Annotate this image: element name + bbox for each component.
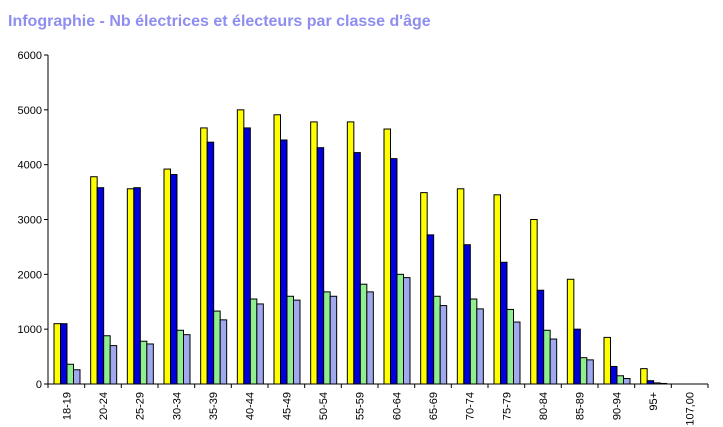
bar [139,340,148,385]
bar [66,363,74,385]
bar [433,295,441,385]
bar [500,261,508,385]
bar [90,176,98,385]
bar [659,382,668,385]
bar [383,128,391,385]
x-tick-label: 45-49 [281,392,293,420]
y-tick-label: 6000 [18,50,42,62]
y-tick-label: 4000 [18,160,42,172]
bar [579,357,588,385]
bar [249,298,258,385]
bar [206,141,215,385]
bar [513,321,521,385]
bar [293,299,301,385]
x-tick-label: 80-84 [538,392,550,420]
bar [133,187,141,385]
bar [109,345,118,385]
bar [126,188,135,385]
bar [573,328,581,385]
chart-title: Infographie - Nb électrices et électeurs… [8,13,431,30]
bar [426,234,435,385]
bar [469,298,478,385]
bar [543,329,551,385]
x-tick-label: 18-19 [61,392,73,420]
bar [366,291,374,385]
bar [96,187,105,385]
bar [219,319,228,385]
bar [176,329,184,385]
bar [463,244,471,385]
x-tick-label: 40-44 [245,392,257,420]
y-tick-label: 1000 [18,324,42,336]
bar [273,114,281,385]
bar [610,365,618,385]
y-tick-label: 0 [36,379,42,391]
bar [236,109,245,385]
bar [146,343,154,385]
y-tick-label: 2000 [18,269,42,281]
bar [646,380,655,385]
bar [163,168,171,385]
bar [103,335,111,385]
bar [353,152,361,385]
bar [170,174,178,385]
bar [390,158,398,385]
bar [60,323,68,385]
bar [566,278,575,385]
y-tick-label: 3000 [18,215,42,227]
bar [243,127,251,385]
bar [200,127,208,385]
bar [53,323,61,385]
bar [359,283,368,385]
bar [439,305,448,385]
bar [586,359,594,385]
bar [346,121,355,385]
bar [396,273,404,385]
x-tick-label: 30-34 [171,392,183,420]
bar [530,219,538,385]
bar [213,310,221,385]
bar [616,375,624,385]
x-tick-label: 70-74 [465,392,477,420]
x-tick-label: 85-89 [575,392,587,420]
bar [403,277,411,385]
x-tick-label: 25-29 [135,392,147,420]
x-tick-label: 20-24 [98,392,110,420]
x-tick-label: 50-54 [318,392,330,420]
bar [549,338,558,385]
x-tick-label: 90-94 [611,392,623,420]
x-tick-label: 55-59 [355,392,367,420]
bar [256,303,264,385]
bar [316,147,325,385]
bar [310,121,318,385]
bar [286,295,294,385]
bar [506,308,514,385]
bar [183,334,191,385]
bar [456,188,465,385]
bar [476,308,484,385]
bar [280,139,288,385]
bar [323,291,331,385]
bar [420,192,428,385]
x-tick-label: 95+ [648,392,660,411]
bar [603,336,611,385]
x-tick-label: 60-64 [391,392,403,420]
y-tick-label: 5000 [18,105,42,117]
bar [73,369,81,385]
bar [329,295,338,385]
x-tick-label: 65-69 [428,392,440,420]
bar [623,378,631,385]
x-tick-label: 35-39 [208,392,220,420]
bar [536,289,545,385]
bar [493,194,501,385]
bar [640,368,648,385]
x-tick-label: 107,00 [685,392,697,426]
x-tick-label: 75-79 [501,392,513,420]
bar [653,382,661,385]
